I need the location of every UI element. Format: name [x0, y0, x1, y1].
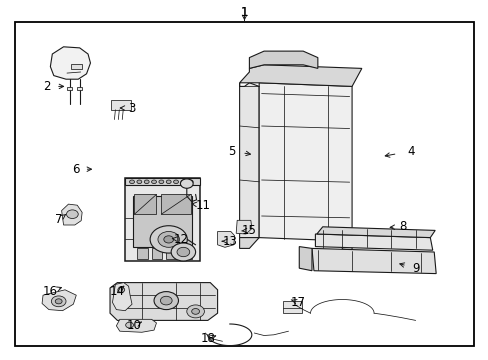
Bar	[67, 87, 72, 90]
Polygon shape	[315, 234, 432, 250]
Bar	[166, 248, 177, 259]
Text: 4: 4	[406, 145, 414, 158]
Bar	[133, 196, 191, 247]
Circle shape	[166, 180, 171, 184]
Bar	[124, 178, 200, 261]
Text: 5: 5	[228, 145, 236, 158]
Polygon shape	[342, 240, 351, 250]
Circle shape	[151, 180, 156, 184]
Polygon shape	[50, 47, 90, 79]
Circle shape	[51, 296, 66, 307]
Polygon shape	[116, 319, 156, 332]
Text: 16: 16	[43, 285, 58, 298]
Text: 11: 11	[195, 199, 210, 212]
Circle shape	[137, 180, 142, 184]
Circle shape	[55, 299, 62, 304]
Text: 14: 14	[110, 285, 124, 298]
Text: 1: 1	[240, 6, 248, 19]
Circle shape	[125, 322, 133, 328]
Text: 6: 6	[72, 163, 80, 176]
Polygon shape	[112, 283, 132, 311]
Bar	[161, 194, 190, 214]
Circle shape	[163, 236, 173, 243]
Bar	[71, 64, 81, 69]
Circle shape	[171, 243, 195, 261]
Text: 1: 1	[240, 6, 248, 19]
Text: 7: 7	[55, 213, 62, 226]
Circle shape	[66, 210, 78, 219]
Circle shape	[177, 247, 189, 257]
Text: 12: 12	[173, 233, 188, 246]
Polygon shape	[42, 290, 76, 311]
Circle shape	[186, 305, 204, 318]
Bar	[137, 248, 147, 259]
Circle shape	[154, 292, 178, 310]
Text: 17: 17	[290, 296, 305, 309]
Circle shape	[160, 296, 172, 305]
Bar	[134, 194, 156, 214]
Polygon shape	[316, 227, 434, 238]
Bar	[77, 87, 81, 90]
Polygon shape	[61, 204, 82, 225]
Polygon shape	[239, 83, 259, 238]
Polygon shape	[239, 238, 259, 248]
Text: 18: 18	[200, 332, 215, 345]
Text: 8: 8	[399, 220, 407, 233]
Polygon shape	[239, 65, 361, 86]
Polygon shape	[236, 220, 251, 234]
Circle shape	[173, 180, 178, 184]
Circle shape	[188, 180, 193, 184]
Circle shape	[144, 180, 149, 184]
Bar	[151, 248, 162, 259]
Circle shape	[180, 179, 193, 188]
Circle shape	[181, 180, 185, 184]
Polygon shape	[299, 247, 311, 271]
Text: 13: 13	[222, 235, 237, 248]
Circle shape	[158, 231, 179, 247]
Bar	[124, 178, 200, 185]
Text: 15: 15	[242, 224, 256, 237]
Text: 2: 2	[42, 80, 50, 93]
Bar	[111, 100, 131, 110]
Polygon shape	[217, 231, 234, 247]
Circle shape	[118, 287, 124, 292]
Polygon shape	[311, 248, 435, 274]
Circle shape	[150, 226, 187, 253]
Circle shape	[159, 180, 163, 184]
Text: 9: 9	[411, 262, 419, 275]
Circle shape	[191, 309, 199, 314]
Circle shape	[129, 180, 134, 184]
Polygon shape	[259, 83, 351, 241]
Bar	[282, 301, 302, 313]
Text: 3: 3	[128, 102, 136, 114]
Bar	[181, 248, 191, 259]
Polygon shape	[110, 283, 217, 320]
Text: 10: 10	[127, 319, 142, 332]
Polygon shape	[249, 51, 317, 68]
